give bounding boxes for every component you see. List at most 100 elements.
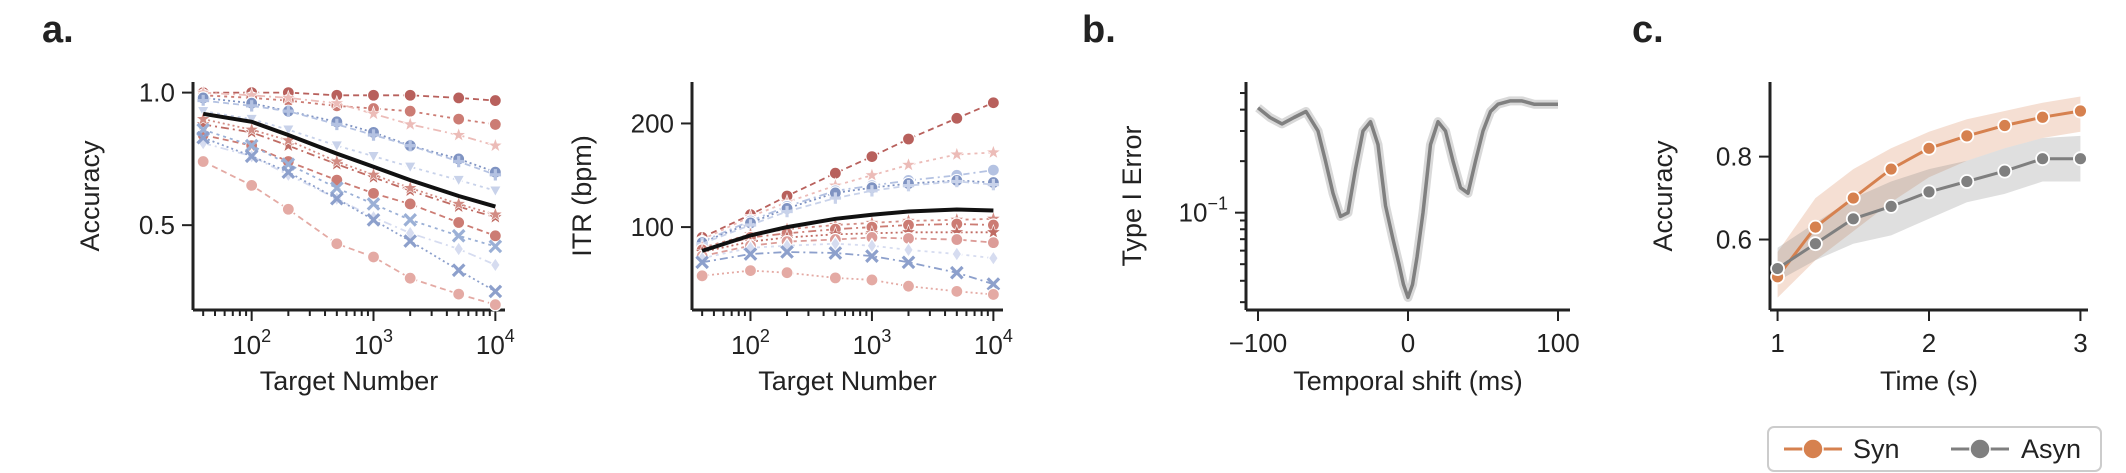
data-point	[366, 213, 381, 227]
data-point	[245, 178, 259, 192]
data-point	[365, 166, 382, 182]
error-line	[1256, 99, 1558, 300]
syn-point	[1959, 128, 1975, 144]
x-tick-label: 103	[354, 326, 393, 360]
data-point	[986, 277, 1001, 291]
asyn-point	[1883, 198, 1899, 214]
data-point-stroke	[366, 213, 381, 227]
data-point	[403, 197, 417, 211]
series-line	[701, 251, 994, 285]
legend: Syn Asyn	[1767, 426, 2102, 472]
asyn-point	[1997, 163, 2013, 179]
data-point	[743, 247, 758, 261]
data-point	[487, 206, 504, 222]
y-tick-label: 0.6	[1716, 225, 1752, 255]
data-point	[281, 202, 295, 216]
data-point	[901, 132, 916, 146]
series-line	[701, 101, 994, 239]
data-point	[743, 264, 758, 278]
data-point	[866, 185, 878, 197]
data-point	[244, 149, 259, 164]
data-point	[330, 237, 344, 251]
data-point	[865, 249, 879, 263]
series-line	[202, 160, 496, 306]
series-line	[701, 180, 994, 245]
data-point	[780, 245, 794, 259]
data-point	[453, 240, 465, 258]
series-line	[203, 99, 496, 176]
data-point	[452, 112, 466, 126]
data-point	[780, 266, 794, 280]
series-line	[701, 169, 994, 243]
data-point	[366, 150, 381, 164]
series-line	[701, 179, 994, 244]
series-8	[196, 128, 502, 243]
data-point-stroke	[865, 249, 879, 263]
data-point	[829, 192, 842, 204]
data-point	[901, 255, 916, 270]
data-point	[986, 287, 1000, 302]
series-line	[202, 142, 496, 266]
data-point	[986, 96, 1000, 110]
x-tick-label: 3	[2073, 328, 2087, 358]
x-tick-label: 1	[1770, 328, 1784, 358]
data-point	[403, 104, 417, 118]
data-point	[865, 273, 879, 287]
data-point	[366, 250, 381, 264]
data-point	[403, 271, 417, 285]
data-point	[986, 163, 1000, 177]
y-tick-label: 100	[631, 212, 674, 242]
series-4	[696, 175, 1000, 250]
data-point-stroke	[488, 284, 503, 299]
x-axis-label: Time (s)	[1880, 366, 1978, 396]
data-point	[403, 213, 418, 227]
data-point-stroke	[403, 234, 418, 248]
series-9	[196, 122, 503, 254]
data-point	[329, 140, 344, 153]
data-point-stroke	[281, 165, 296, 179]
data-point	[985, 144, 1002, 160]
series-line	[701, 151, 994, 241]
data-point	[951, 175, 963, 188]
data-point	[366, 197, 381, 211]
data-point	[828, 271, 842, 285]
accuracy-vs-target-chart: 102 103 104 0.5 1.0 Target Number Accuracy	[75, 78, 515, 396]
series-line	[203, 134, 496, 237]
legend-syn-marker	[1802, 438, 1824, 460]
data-point-stroke	[329, 191, 344, 206]
data-point	[781, 205, 793, 218]
data-point	[450, 126, 467, 142]
data-point	[282, 105, 295, 117]
y-tick-label: 0.8	[1716, 142, 1752, 172]
data-point	[488, 229, 502, 243]
data-point	[367, 129, 380, 141]
data-point	[950, 284, 964, 298]
y-tick-label: 0.5	[139, 210, 175, 240]
data-point-stroke	[244, 138, 259, 153]
data-point	[487, 137, 504, 153]
asyn-point	[1921, 184, 1937, 200]
legend-syn-label: Syn	[1853, 434, 1900, 464]
data-point-stroke	[828, 246, 843, 260]
series-0	[196, 86, 502, 108]
error-band	[1255, 96, 1558, 302]
data-point-stroke	[695, 255, 709, 270]
y-tick-label: 200	[631, 108, 674, 138]
data-point-stroke	[488, 239, 503, 254]
data-point	[902, 241, 915, 259]
data-point	[488, 284, 503, 299]
data-point	[403, 88, 417, 102]
data-point-stroke	[780, 245, 794, 259]
data-point	[195, 110, 212, 126]
legend-asyn-label: Asyn	[2021, 434, 2081, 464]
data-point	[328, 94, 345, 111]
data-point	[488, 117, 502, 132]
data-point	[452, 91, 466, 105]
legend-frame	[1767, 426, 2102, 472]
data-point	[402, 179, 419, 195]
syn-point	[1883, 161, 1899, 177]
data-point	[986, 236, 1000, 250]
data-point	[950, 232, 964, 247]
syn-point	[2073, 103, 2088, 119]
data-point	[450, 195, 467, 211]
